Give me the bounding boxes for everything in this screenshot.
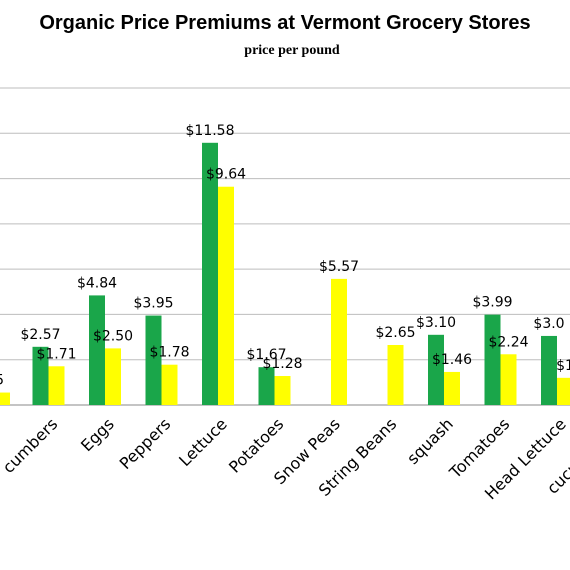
bar-yellow-eggs bbox=[105, 348, 121, 405]
data-label: $2.50 bbox=[93, 328, 133, 344]
bar-green-cucumbers bbox=[32, 346, 49, 405]
bar-yellow-snow-peas bbox=[331, 278, 347, 405]
data-label: $5.57 bbox=[319, 259, 359, 275]
category-label: squash bbox=[403, 414, 457, 468]
chart-subtitle: price per pound bbox=[244, 43, 340, 58]
bar-green-head-lettuce bbox=[541, 335, 557, 405]
bar-yellow-squash bbox=[444, 371, 460, 405]
data-label: $11.58 bbox=[186, 123, 235, 139]
bar-green-potatoes bbox=[258, 367, 275, 405]
bar-partial-yellow bbox=[0, 392, 10, 405]
data-label: $1.78 bbox=[149, 345, 189, 361]
data-label: $3.95 bbox=[133, 296, 173, 312]
data-label: $9.64 bbox=[206, 167, 246, 183]
data-label: $4.84 bbox=[77, 275, 117, 291]
data-label: $2.65 bbox=[375, 325, 415, 341]
category-label: Eggs bbox=[77, 414, 118, 455]
data-label-partial: 5 bbox=[0, 373, 4, 389]
bar-yellow-lettuce bbox=[218, 186, 234, 405]
bars bbox=[0, 142, 570, 405]
bar-green-peppers bbox=[145, 315, 162, 405]
bar-yellow-string-beans bbox=[387, 344, 404, 405]
bar-green-eggs bbox=[89, 295, 105, 405]
chart-title: Organic Price Premiums at Vermont Grocer… bbox=[39, 12, 530, 34]
data-label: $3.10 bbox=[416, 315, 456, 331]
bar-green-lettuce bbox=[202, 142, 218, 405]
data-label: $2.24 bbox=[488, 334, 528, 350]
category-label: Lettuce bbox=[175, 414, 231, 470]
bar-yellow-peppers bbox=[161, 364, 178, 405]
category-label: cumbers bbox=[0, 414, 61, 477]
data-label: $2.57 bbox=[20, 327, 60, 343]
bar-green-tomatoes bbox=[484, 314, 501, 405]
data-labels: 5 $2.57 $1.71 $4.84 $2.50$3.95 $1.78 $11.58 $9.… bbox=[0, 123, 570, 389]
data-label: $1.46 bbox=[432, 352, 472, 368]
category-label: Peppers bbox=[116, 414, 175, 473]
bar-yellow-potatoes bbox=[274, 376, 291, 405]
data-label: $3.0 bbox=[533, 316, 564, 332]
bar-yellow-cucumbers bbox=[48, 366, 65, 405]
bar-yellow-head-lettuce bbox=[557, 377, 570, 405]
data-label: $1.28 bbox=[262, 356, 302, 372]
data-label: $3.99 bbox=[472, 295, 512, 311]
bar-yellow-tomatoes bbox=[500, 354, 517, 405]
data-label: $1.67 bbox=[246, 347, 286, 363]
data-label: $1 bbox=[556, 358, 570, 374]
data-label: $1.71 bbox=[36, 346, 76, 362]
bar-green-squash bbox=[428, 334, 444, 405]
